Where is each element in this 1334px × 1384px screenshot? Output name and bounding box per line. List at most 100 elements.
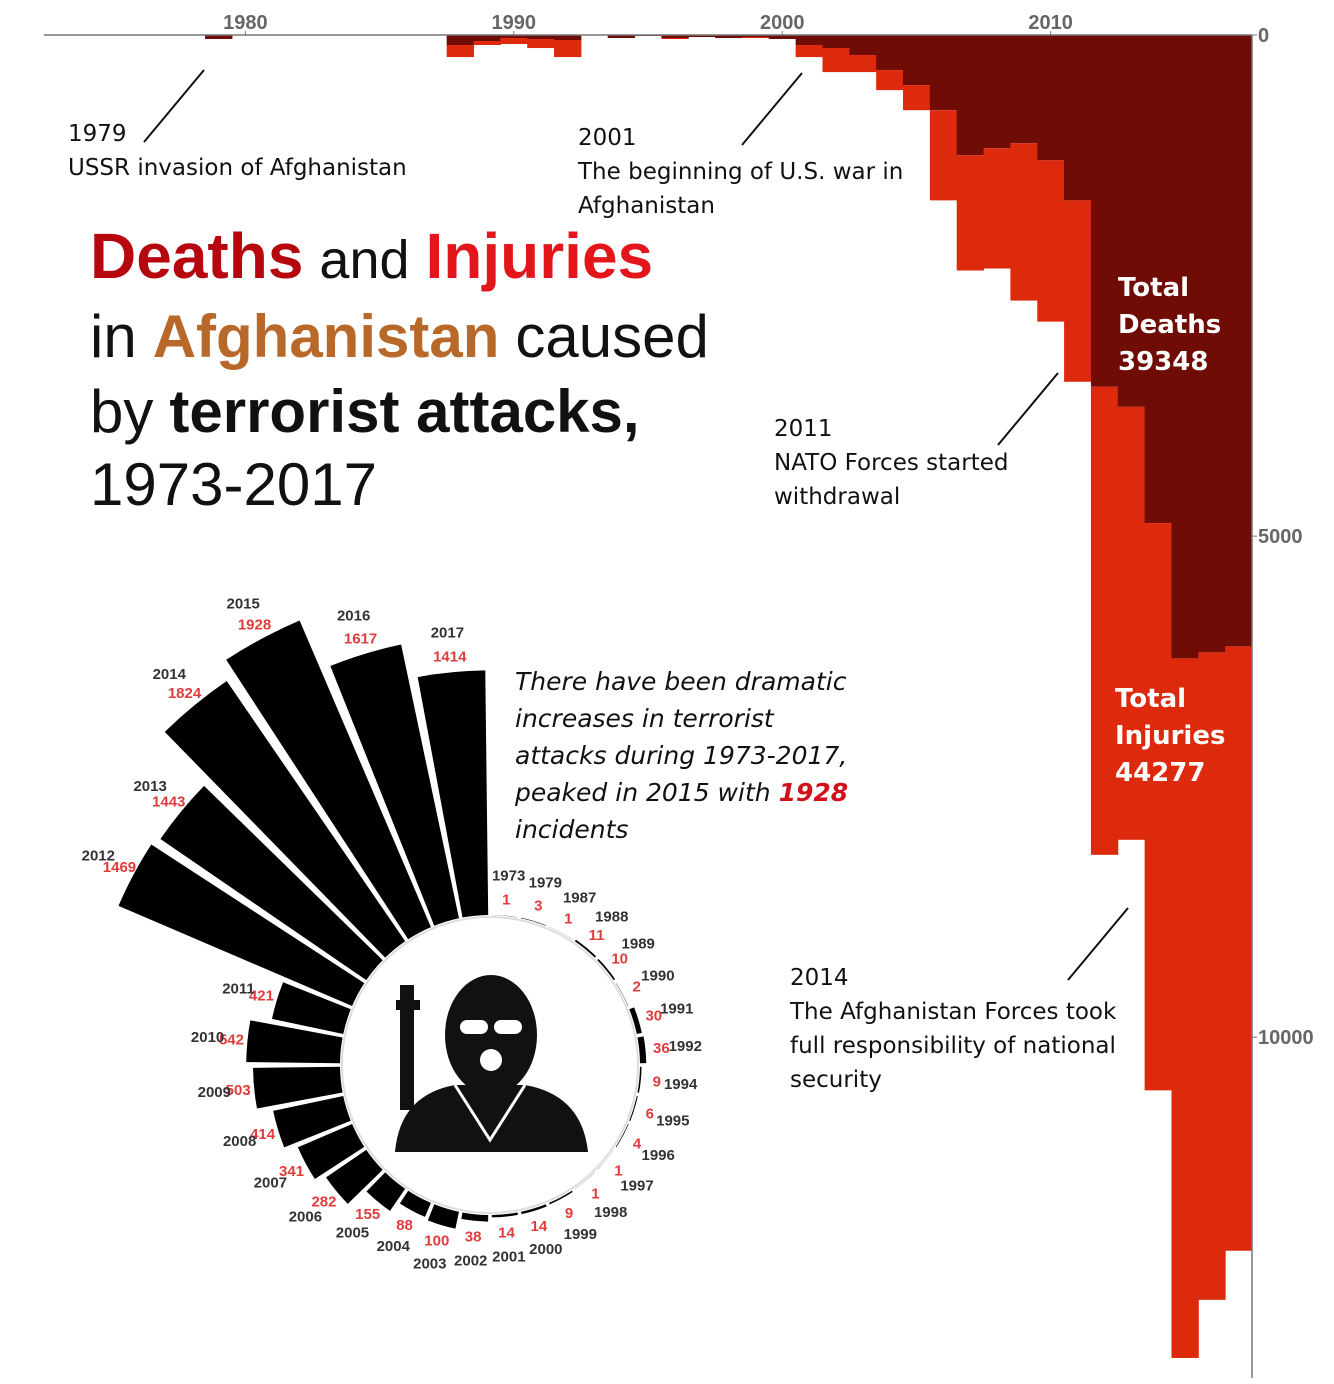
bar-segment — [1171, 35, 1199, 659]
bar-layer — [205, 35, 1253, 1358]
bar-segment — [876, 70, 904, 91]
bar-segment — [741, 37, 770, 39]
bar-segment — [1064, 200, 1092, 382]
category-label: 1992 — [669, 1038, 702, 1055]
value-label: 155 — [355, 1206, 380, 1223]
annotation: 1979 — [68, 121, 127, 147]
bar-segment — [768, 35, 797, 40]
bar-segment — [527, 35, 555, 40]
radial-bar — [246, 1020, 343, 1064]
category-label: 2003 — [413, 1255, 446, 1272]
note-text: peaked in 2015 with — [514, 778, 771, 807]
bar-segment — [822, 48, 850, 73]
note-highlight: 1928 — [779, 778, 849, 807]
value-label: 9 — [565, 1205, 573, 1222]
total-layer: Total Deaths 39348 Total Injuries 44277 — [1115, 273, 1225, 788]
bar-segment — [446, 45, 475, 58]
value-label: 38 — [465, 1229, 482, 1246]
value-label: 9 — [653, 1073, 661, 1090]
bar-segment — [849, 35, 877, 56]
category-label: 1989 — [622, 935, 655, 952]
category-label: 2015 — [227, 595, 260, 612]
y-tick-label: 10000 — [1258, 1027, 1314, 1049]
bar-segment — [929, 110, 958, 201]
category-label: 1988 — [595, 909, 628, 926]
radial-bar — [271, 982, 351, 1034]
total-label: Deaths — [1118, 310, 1221, 340]
icon-mouth — [480, 1049, 502, 1071]
radial-bar — [226, 620, 431, 940]
value-label: 3 — [534, 898, 542, 915]
value-label: 421 — [249, 988, 274, 1005]
radial-bar — [297, 1124, 365, 1180]
total-label: Total — [1115, 684, 1186, 714]
radial-bar — [521, 1204, 547, 1215]
bar-segment — [903, 85, 931, 111]
note-line: incidents — [515, 815, 628, 844]
title-word: terrorist attacks, — [169, 378, 639, 445]
value-label: 11 — [589, 927, 605, 944]
value-label: 1443 — [152, 793, 185, 810]
total-label: Total — [1118, 273, 1189, 303]
title-line: 1973-2017 — [90, 451, 377, 518]
radial-bar — [118, 844, 365, 1006]
x-tick-label: 2010 — [1028, 12, 1073, 34]
title-word: and — [319, 230, 409, 290]
value-label: 1414 — [433, 648, 467, 665]
bar-segment — [554, 40, 582, 58]
category-label: 2008 — [223, 1133, 256, 1150]
value-label: 1 — [591, 1185, 599, 1202]
category-label: 2010 — [191, 1029, 224, 1046]
title-word: Injuries — [426, 220, 654, 292]
category-label: 2017 — [431, 624, 464, 641]
radial-bar — [330, 644, 459, 926]
category-label: 2000 — [529, 1241, 562, 1258]
annotation: The Afghanistan Forces took — [789, 999, 1117, 1025]
radial-bar — [417, 670, 489, 918]
category-label: 1998 — [594, 1204, 627, 1221]
leader-line — [997, 372, 1059, 446]
icon-rifle — [400, 985, 414, 1110]
bar-segment — [983, 148, 1011, 269]
value-label: 341 — [279, 1163, 304, 1180]
value-label: 2 — [633, 979, 641, 996]
category-label: 2012 — [82, 848, 115, 865]
radial-bar — [326, 1149, 383, 1204]
radial-bar — [399, 1190, 431, 1217]
category-label: 1990 — [641, 967, 674, 984]
value-label: 414 — [250, 1126, 276, 1143]
value-label: 1 — [564, 910, 572, 927]
bar-segment — [661, 35, 689, 39]
value-label: 14 — [531, 1218, 548, 1235]
note-line: There have been dramatic — [515, 667, 847, 696]
leader-line — [741, 72, 803, 146]
category-label: 1996 — [641, 1147, 674, 1164]
bar-segment — [527, 39, 555, 49]
bar-segment — [1198, 35, 1226, 653]
bar-segment — [473, 35, 501, 42]
category-label: 2002 — [454, 1253, 487, 1270]
icon — [341, 916, 639, 1214]
value-label: 542 — [219, 1032, 244, 1049]
x-tick-label: 2000 — [760, 12, 805, 34]
category-label: 2013 — [133, 778, 166, 795]
bar-segment — [554, 35, 582, 41]
total-label: Injuries — [1115, 721, 1225, 751]
title-word: by — [90, 378, 153, 445]
icon-body — [395, 1085, 588, 1152]
bar-segment — [929, 35, 958, 111]
radial-bar — [164, 681, 406, 958]
x-tick-label: 1990 — [492, 12, 537, 34]
bar-segment — [1117, 406, 1146, 840]
annotation: 2001 — [578, 125, 637, 151]
value-label: 1 — [502, 892, 510, 909]
value-label: 282 — [311, 1193, 336, 1210]
radial-bar — [615, 982, 629, 1006]
bar-segment — [983, 35, 1011, 149]
icon-collar — [453, 1084, 527, 1143]
bar-segment — [876, 35, 904, 71]
total-value: 44277 — [1115, 758, 1205, 788]
leader-line — [143, 69, 205, 143]
radial-bar — [160, 785, 383, 981]
